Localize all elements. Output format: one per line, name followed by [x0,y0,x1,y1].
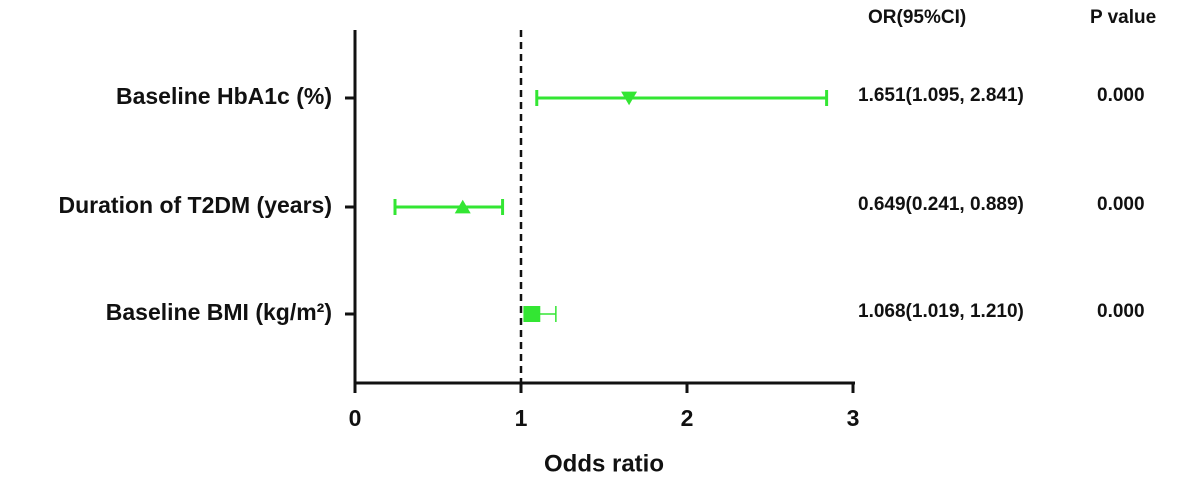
x-tick-label: 2 [681,405,694,431]
p-value: 0.000 [1097,301,1145,322]
x-tick-label: 1 [515,405,528,431]
y-tick-label: Duration of T2DM (years) [59,192,332,218]
y-tick-label: Baseline BMI (kg/m²) [106,299,332,325]
ci-label: 0.649(0.241, 0.889) [858,194,1024,215]
x-tick-label: 3 [847,405,860,431]
point-marker [454,199,471,214]
y-tick-label: Baseline HbA1c (%) [116,83,332,109]
column-header: P value [1090,7,1156,28]
ci-label: 1.068(1.019, 1.210) [858,301,1024,322]
ci-label: 1.651(1.095, 2.841) [858,85,1024,106]
point-marker [524,306,541,322]
p-value: 0.000 [1097,194,1145,215]
p-value: 0.000 [1097,85,1145,106]
column-header: OR(95%CI) [868,7,966,28]
x-axis-label: Odds ratio [544,450,664,477]
x-tick-label: 0 [349,405,362,431]
point-marker [621,91,638,106]
